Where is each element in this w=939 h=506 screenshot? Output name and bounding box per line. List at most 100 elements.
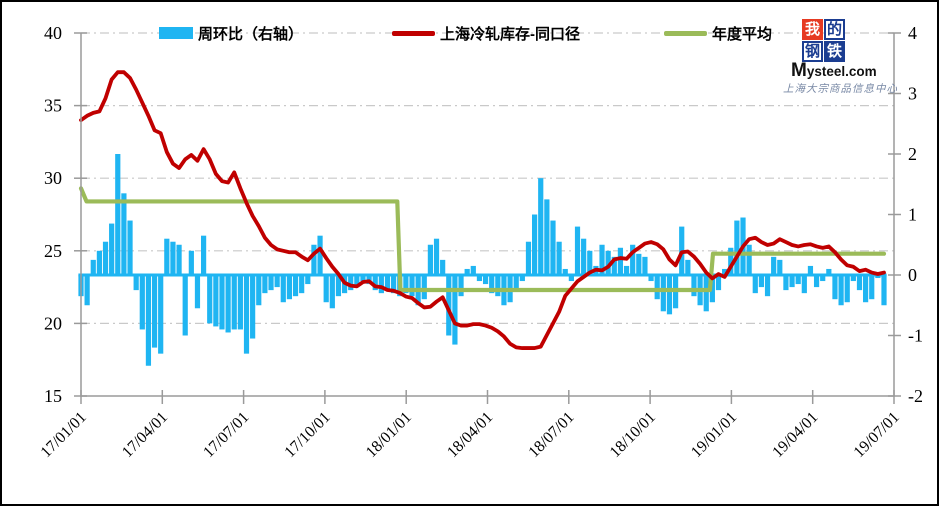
wow-bar [372, 275, 378, 291]
wow-bar [777, 259, 783, 275]
wow-bar [703, 275, 709, 312]
wow-bar [666, 275, 673, 315]
wow-bar [299, 275, 305, 294]
wow-bar [642, 256, 648, 275]
wow-bar [832, 275, 838, 300]
wow-bar [660, 275, 666, 312]
wow-bar [102, 241, 109, 275]
wow-bar [544, 199, 550, 275]
wow-bar [378, 275, 384, 294]
wow-bar [636, 253, 642, 275]
wow-bar [109, 223, 115, 275]
logo-tile-3: 钢 [802, 41, 823, 62]
wow-bar [335, 275, 342, 297]
wow-bar [384, 275, 391, 291]
x-axis-label: 17/04/01 [119, 409, 171, 461]
wow-bar [151, 275, 158, 348]
wow-bar [164, 238, 170, 275]
wow-bar [280, 275, 286, 303]
wow-bar [446, 275, 452, 336]
wow-bar [170, 241, 176, 275]
right-axis-label: 4 [908, 23, 917, 43]
wow-bar [158, 275, 164, 354]
mysteel-subtitle: 上海大宗商品信息中心 [783, 84, 898, 95]
wow-bar [630, 244, 636, 275]
wow-bar [274, 275, 280, 288]
wow-bar [225, 275, 231, 333]
wow-bar [519, 275, 525, 282]
wow-bar [581, 238, 587, 275]
logo-tile-4: 铁 [824, 41, 845, 62]
wow-bar [145, 275, 152, 366]
wow-bar [746, 244, 752, 275]
mysteel-brand-text: Mysteel.com [791, 60, 877, 81]
wow-bar [813, 275, 820, 288]
left-axis-label: 30 [44, 168, 62, 188]
wow-bar [513, 275, 519, 291]
wow-bar [715, 275, 722, 291]
wow-bar [470, 265, 476, 275]
wow-bar [243, 275, 250, 354]
wow-bar [452, 275, 458, 345]
x-axis-label: 18/01/01 [363, 409, 415, 461]
wow-bar [476, 275, 483, 282]
wow-bar [728, 247, 734, 275]
x-axis-label: 19/01/01 [688, 409, 740, 461]
wow-bar [188, 250, 194, 275]
x-axis-label: 19/04/01 [769, 409, 821, 461]
legend-label-inventory: 上海冷轧库存-同口径 [440, 25, 580, 43]
right-axis-label: 1 [908, 205, 917, 225]
wow-bar [286, 275, 293, 300]
wow-bar [532, 214, 538, 275]
x-axis-label: 18/04/01 [444, 409, 496, 461]
x-axis-label: 18/10/01 [607, 409, 659, 461]
wow-bar [752, 275, 758, 294]
wow-bar [268, 275, 274, 291]
wow-bar [685, 259, 691, 275]
wow-bar [262, 275, 268, 294]
wow-bar [869, 275, 875, 300]
wow-bar [213, 275, 219, 327]
wow-bar [127, 220, 133, 275]
wow-bar [574, 226, 581, 275]
wow-bar [317, 235, 323, 275]
wow-bar [207, 275, 213, 324]
wow-bar [458, 275, 464, 297]
wow-bar [464, 268, 470, 275]
wow-bar [605, 250, 611, 275]
legend-label-average: 年度平均 [712, 25, 773, 43]
left-axis-label: 20 [44, 313, 62, 333]
wow-bar [96, 250, 102, 275]
wow-bar [354, 275, 360, 288]
right-axis-label: -1 [908, 326, 923, 346]
wow-bar [850, 275, 856, 282]
wow-bar [194, 275, 201, 309]
wow-bar [409, 275, 415, 297]
right-axis-label: 2 [908, 144, 917, 164]
wow-bar [556, 241, 562, 275]
wow-bar [617, 247, 624, 275]
x-axis-label: 17/07/01 [200, 409, 252, 461]
wow-bar [789, 275, 795, 288]
legend-label-wow: 周环比（右轴） [198, 25, 304, 43]
wow-bar [256, 275, 262, 306]
wow-bar [863, 275, 869, 303]
wow-bar [562, 268, 568, 275]
inventory-line [79, 70, 886, 350]
wow-bar [611, 256, 617, 275]
wow-bar [323, 275, 329, 303]
x-axis-label: 19/07/01 [851, 409, 903, 461]
wow-bar-swatch [159, 27, 193, 39]
wow-bar [489, 275, 495, 294]
wow-bar [881, 275, 887, 306]
wow-bar [329, 275, 335, 309]
right-axis-label: 0 [908, 265, 917, 285]
logo-tile-2: 的 [824, 19, 845, 40]
wow-bar [856, 275, 863, 291]
legend-item-average: 年度平均 [664, 23, 772, 43]
wow-bar [495, 275, 501, 297]
wow-bar [795, 275, 801, 285]
average-line-swatch [664, 30, 707, 36]
wow-bar [783, 275, 789, 291]
